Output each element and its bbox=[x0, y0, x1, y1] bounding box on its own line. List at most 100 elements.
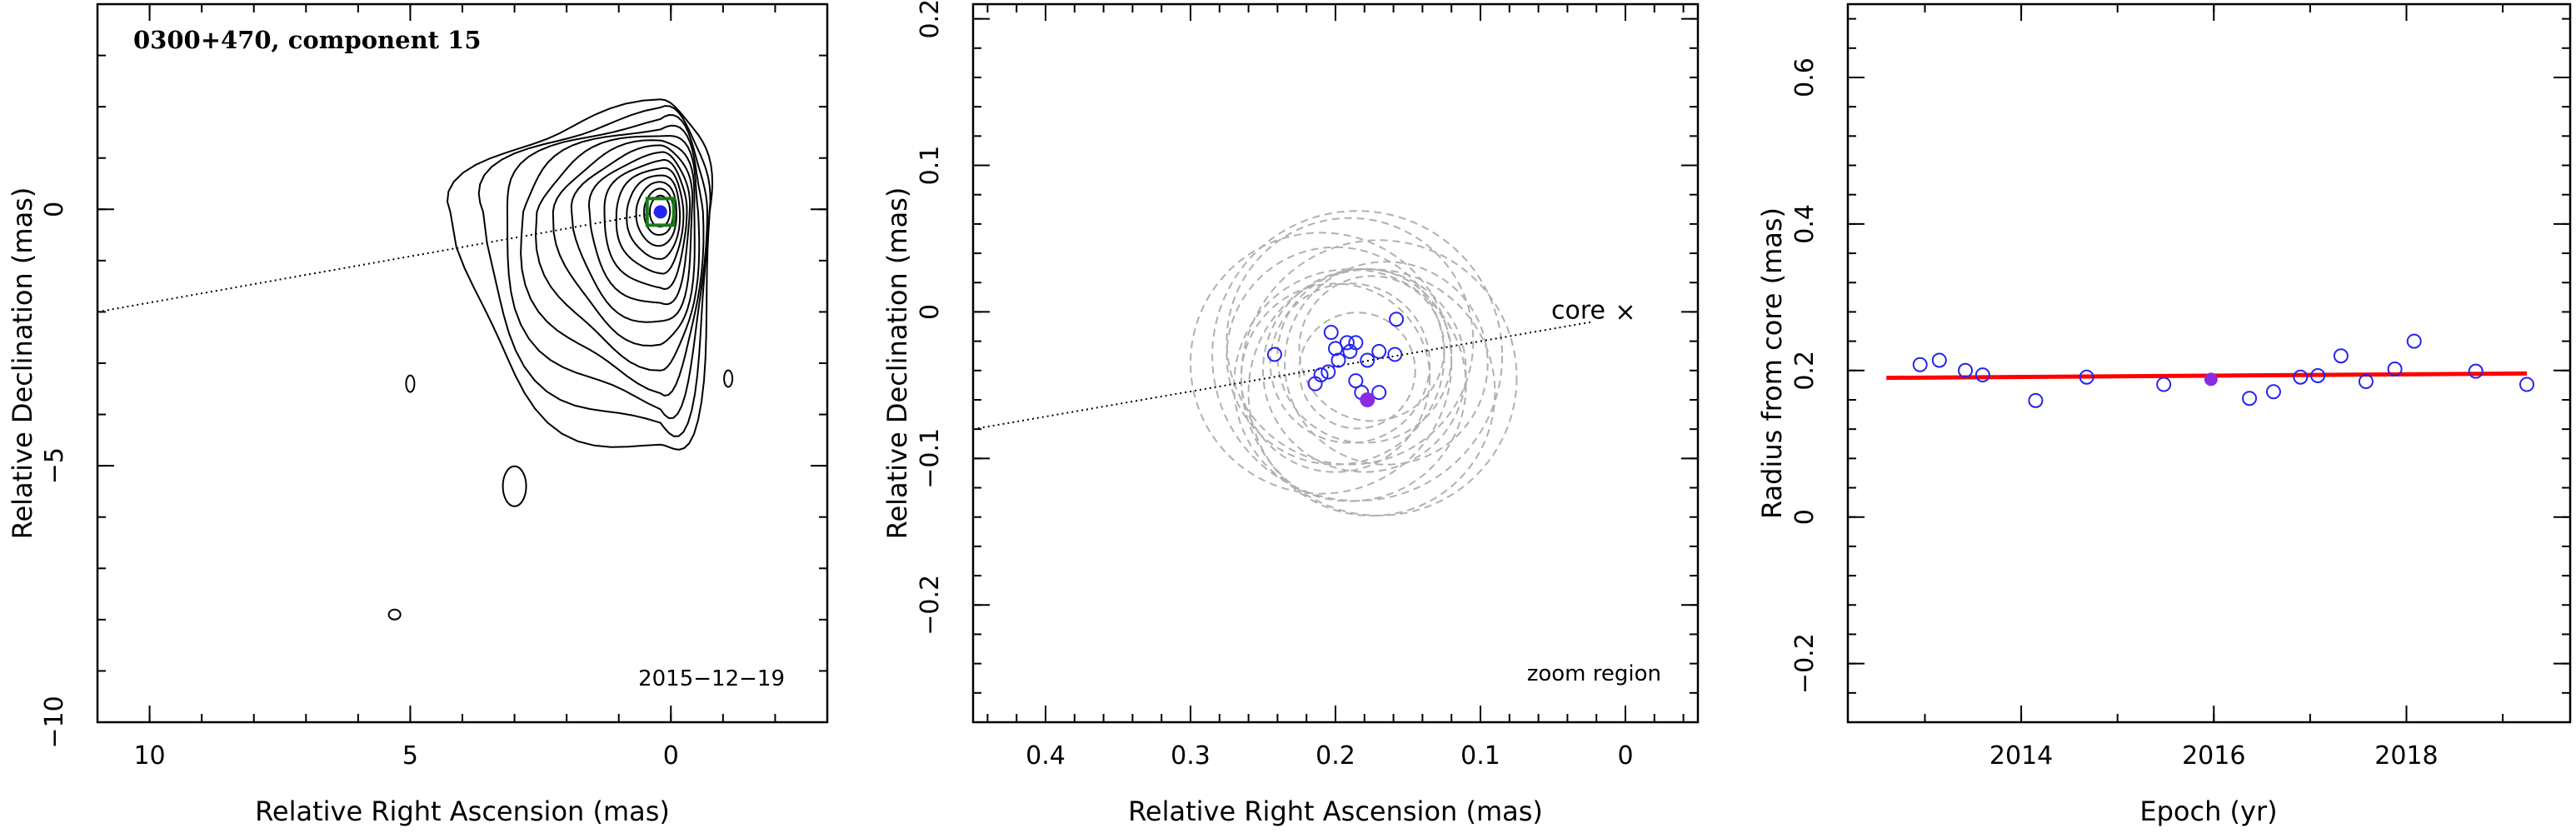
panel3-axis-ticks: 2014 2016 2018 −0.2 0 0.2 0.4 0.6 bbox=[1790, 4, 2570, 771]
panel2-points bbox=[1266, 312, 1405, 407]
panel3-frame bbox=[1846, 2, 2572, 724]
contour-level bbox=[587, 151, 691, 306]
contour-island bbox=[723, 369, 734, 388]
panel1-ytick-label: 0 bbox=[40, 202, 69, 217]
contour-level bbox=[635, 181, 677, 247]
size-circle bbox=[1233, 268, 1467, 502]
panel2-ylabel: Relative Declination (mas) bbox=[881, 187, 913, 540]
panel1-xtick-label: 10 bbox=[133, 741, 165, 771]
contour-level bbox=[507, 113, 709, 420]
size-circle bbox=[1269, 282, 1431, 444]
data-point bbox=[2333, 348, 2349, 364]
data-point bbox=[1320, 364, 1336, 380]
panel2-ytick-label: −0.1 bbox=[916, 428, 945, 489]
panel-radius-vs-epoch: 2014 2016 2018 −0.2 0 0.2 0.4 0.6 Epoch (yr) Ra… bbox=[1756, 2, 2572, 827]
component-size-circles bbox=[1190, 210, 1518, 517]
size-circle bbox=[1284, 261, 1489, 466]
panel3-xtick-label: 2014 bbox=[1989, 741, 2053, 771]
panel2-jet-axis-line bbox=[972, 321, 1593, 431]
panel1-xtick-label: 5 bbox=[402, 741, 418, 771]
size-circle bbox=[1240, 282, 1431, 473]
data-point bbox=[1348, 373, 1364, 389]
contour-level bbox=[446, 98, 714, 451]
panel2-xtick-label: 0.2 bbox=[1315, 741, 1355, 771]
data-point bbox=[1360, 352, 1375, 368]
panel2-ytick-label: 0 bbox=[916, 304, 945, 320]
data-point bbox=[1328, 341, 1343, 357]
panel1-title: 0300+470, component 15 bbox=[133, 26, 482, 54]
panel1-date-annotation: 2015−12−19 bbox=[638, 666, 785, 691]
data-point bbox=[1371, 385, 1387, 401]
panel1-jet-axis-line bbox=[97, 211, 661, 313]
data-point bbox=[1339, 335, 1355, 351]
component-box bbox=[645, 197, 676, 227]
panel2-ytick-label: 0.1 bbox=[916, 146, 945, 186]
data-point bbox=[1387, 347, 1403, 362]
panel3-xlabel: Epoch (yr) bbox=[2139, 796, 2277, 827]
data-point bbox=[1931, 352, 1947, 368]
panel2-xtick-label: 0 bbox=[1617, 741, 1633, 771]
panel2-xtick-label: 0.3 bbox=[1171, 741, 1211, 771]
data-point bbox=[1323, 325, 1339, 341]
size-circle bbox=[1262, 267, 1467, 473]
panel1-ylabel: Relative Declination (mas) bbox=[7, 187, 38, 540]
panel1-xlabel: Relative Right Ascension (mas) bbox=[255, 796, 670, 827]
contour-level bbox=[552, 139, 696, 347]
contour-island bbox=[405, 374, 416, 393]
panel2-ytick-label: −0.2 bbox=[916, 575, 945, 636]
core-label: core bbox=[1551, 296, 1605, 325]
size-circle bbox=[1211, 210, 1504, 502]
panel3-points bbox=[1912, 333, 2534, 408]
panel1-xtick-label: 0 bbox=[663, 741, 679, 771]
data-point bbox=[1313, 367, 1329, 383]
size-circle bbox=[1276, 267, 1453, 444]
contour-level bbox=[626, 174, 681, 260]
panel3-xtick-label: 2018 bbox=[2374, 741, 2438, 771]
panel3-ytick-label: −0.2 bbox=[1790, 633, 1820, 694]
contour-island bbox=[387, 608, 402, 621]
highlight-point bbox=[1360, 392, 1375, 407]
panel1-frame bbox=[96, 2, 829, 724]
contour-level bbox=[603, 159, 688, 291]
panel1-contours bbox=[387, 98, 734, 621]
data-point bbox=[2028, 392, 2044, 408]
size-circle bbox=[1226, 246, 1445, 466]
data-point bbox=[1958, 362, 1974, 378]
data-point bbox=[2519, 377, 2534, 392]
panel2-axis-ticks: 0.4 0.3 0.2 0.1 0 −0.2 −0.1 0 0.1 0.2 bbox=[916, 0, 1698, 771]
data-point bbox=[1330, 352, 1346, 368]
panel1-axis-ticks: 10 5 0 −10 −5 0 bbox=[40, 4, 827, 771]
panel3-ytick-label: 0.2 bbox=[1790, 351, 1820, 391]
data-point bbox=[1266, 347, 1282, 362]
panel2-xtick-label: 0.1 bbox=[1460, 741, 1500, 771]
panel3-xtick-label: 2016 bbox=[2182, 741, 2245, 771]
contour-level bbox=[570, 144, 694, 323]
panel2-ytick-label: 0.2 bbox=[916, 0, 945, 38]
contour-level bbox=[520, 124, 705, 397]
data-point bbox=[2358, 373, 2374, 389]
size-circle bbox=[1240, 239, 1518, 516]
contour-level bbox=[615, 167, 685, 275]
data-point bbox=[2265, 384, 2281, 400]
data-point bbox=[2242, 391, 2258, 407]
data-point bbox=[2387, 362, 2403, 377]
panel2-xtick-label: 0.4 bbox=[1026, 741, 1066, 771]
panel-zoom-region: core × zoom region 0.4 0.3 0.2 0.1 0 −0.2 −0.1… bbox=[881, 0, 1700, 827]
data-point bbox=[2079, 369, 2094, 385]
panel3-ytick-label: 0.6 bbox=[1790, 57, 1820, 97]
panel2-xlabel: Relative Right Ascension (mas) bbox=[1128, 796, 1543, 827]
data-point bbox=[1371, 343, 1387, 359]
data-point bbox=[2156, 377, 2172, 392]
panel1-ytick-label: −5 bbox=[40, 447, 69, 484]
data-point bbox=[1974, 367, 1990, 383]
data-point bbox=[2293, 369, 2309, 385]
panel1-ytick-label: −10 bbox=[40, 696, 69, 748]
data-point bbox=[1348, 335, 1364, 351]
panel2-frame bbox=[971, 2, 1700, 724]
zoom-region-label: zoom region bbox=[1527, 661, 1661, 686]
contour-level bbox=[534, 135, 701, 372]
data-point bbox=[1389, 312, 1405, 327]
data-point bbox=[2406, 333, 2422, 349]
size-circle bbox=[1298, 312, 1416, 430]
